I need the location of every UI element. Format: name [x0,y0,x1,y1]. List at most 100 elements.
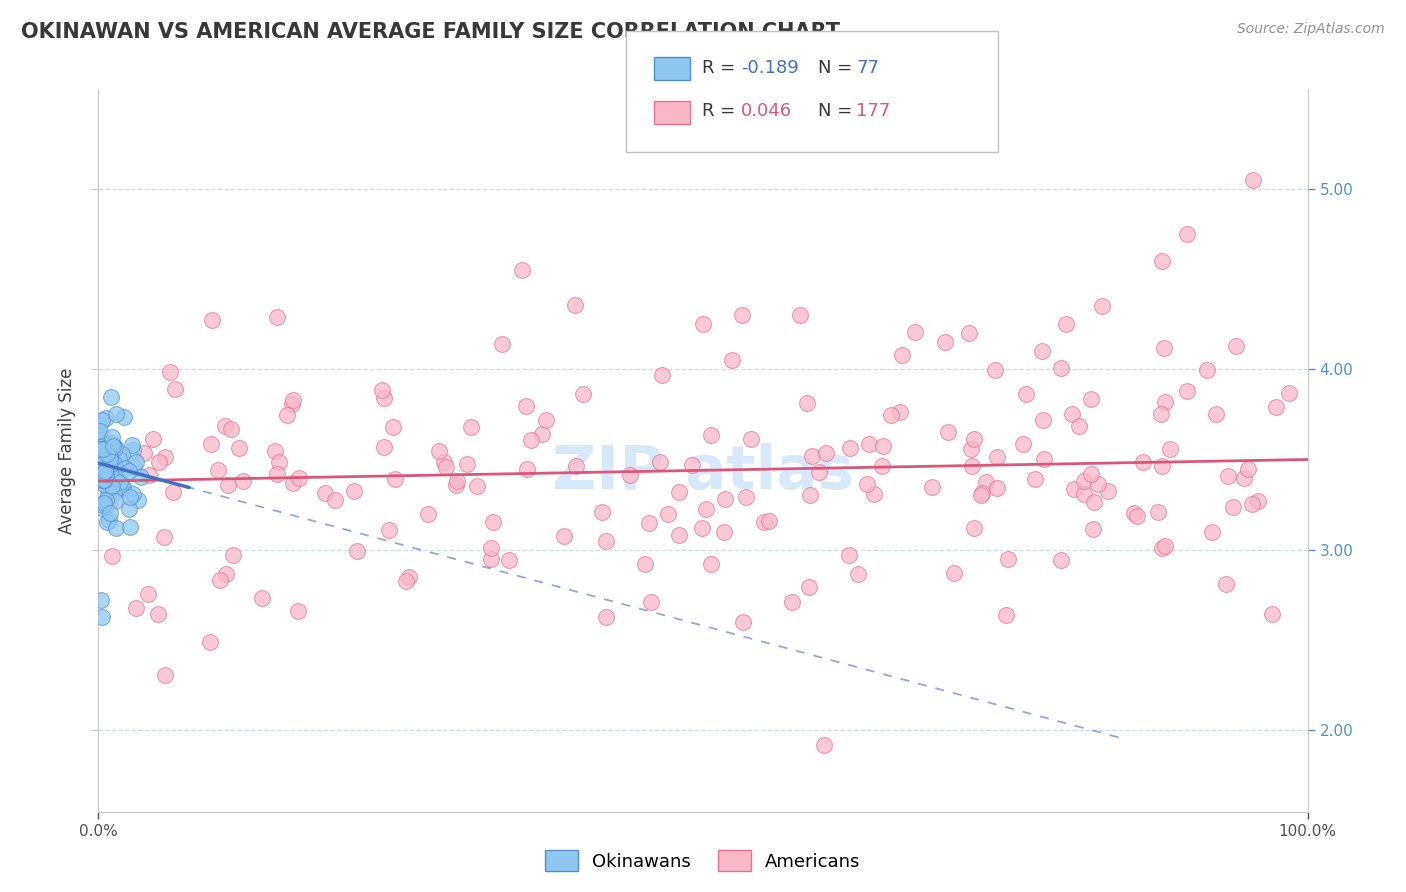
Point [91,472,114,486]
Point [1152,253,1174,268]
Point [637,516,659,530]
Point [1024,472,1046,486]
Point [640,595,662,609]
Point [384,472,406,486]
Point [515,400,537,414]
Point [118,490,141,504]
Point [460,420,482,434]
Point [1218,469,1240,483]
Point [801,449,824,463]
Point [314,485,336,500]
Point [250,591,273,605]
Point [111,481,134,495]
Point [94,492,117,507]
Point [343,483,366,498]
Point [162,484,184,499]
Point [124,601,146,615]
Legend: Okinawans, Americans: Okinawans, Americans [538,843,868,879]
Point [943,566,966,580]
Point [138,587,160,601]
Point [1201,524,1223,539]
Point [373,391,395,405]
Point [89,417,111,431]
Point [863,487,886,501]
Point [870,458,893,473]
Point [921,480,943,494]
Point [208,573,231,587]
Point [651,368,673,382]
Point [838,441,860,455]
Point [432,455,454,469]
Text: -0.189: -0.189 [741,59,799,77]
Point [720,352,742,367]
Point [858,437,880,451]
Point [565,458,588,473]
Point [963,432,986,446]
Point [416,507,439,521]
Point [731,308,754,322]
Point [1126,508,1149,523]
Point [98,447,121,461]
Point [90,473,112,487]
Point [986,481,1008,495]
Point [207,463,229,477]
Point [110,475,132,490]
Point [283,476,305,491]
Text: 0.046: 0.046 [741,103,792,120]
Point [288,471,311,485]
Point [872,439,894,453]
Point [1159,442,1181,456]
Point [112,410,135,425]
Point [970,486,993,500]
Point [281,393,304,408]
Point [1277,386,1299,401]
Point [148,455,170,469]
Point [91,457,114,471]
Point [398,570,420,584]
Point [1146,505,1168,519]
Point [98,480,121,494]
Point [1080,467,1102,482]
Point [456,457,478,471]
Point [91,413,114,427]
Point [93,467,115,481]
Point [572,387,595,401]
Point [813,738,835,752]
Point [112,480,135,494]
Point [1087,477,1109,491]
Text: R =: R = [702,103,741,120]
Text: 177: 177 [856,103,890,120]
Point [373,440,395,454]
Point [98,459,121,474]
Point [934,334,956,349]
Point [89,468,111,483]
Point [465,479,488,493]
Point [346,543,368,558]
Point [98,450,121,465]
Point [731,615,754,630]
Point [96,447,118,461]
Point [1097,483,1119,498]
Point [481,516,503,530]
Point [114,460,136,475]
Point [838,548,860,562]
Point [91,501,114,516]
Point [1222,500,1244,514]
Point [125,455,148,469]
Point [807,466,830,480]
Point [323,492,346,507]
Point [1152,459,1174,474]
Text: Source: ZipAtlas.com: Source: ZipAtlas.com [1237,22,1385,37]
Point [219,422,242,436]
Point [96,447,118,461]
Point [96,469,118,483]
Point [1073,474,1095,488]
Point [129,470,152,484]
Point [228,441,250,455]
Point [427,443,450,458]
Point [89,424,111,438]
Text: R =: R = [702,59,741,77]
Point [94,464,117,478]
Point [153,450,176,464]
Point [510,262,533,277]
